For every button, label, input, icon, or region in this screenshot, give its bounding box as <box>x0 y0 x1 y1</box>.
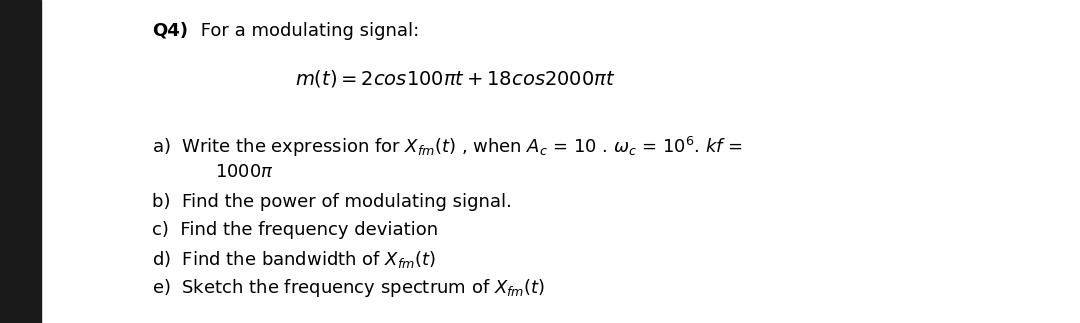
Text: c)  Find the frequency deviation: c) Find the frequency deviation <box>152 221 438 239</box>
Text: $1000\pi$: $1000\pi$ <box>215 163 274 181</box>
Text: a)  Write the expression for $X_{fm}(t)$ , when $A_c$ = 10 . $\omega_c$ = 10$^6$: a) Write the expression for $X_{fm}(t)$ … <box>152 135 743 159</box>
Text: b)  Find the power of modulating signal.: b) Find the power of modulating signal. <box>152 193 512 211</box>
Text: e)  Sketch the frequency spectrum of $X_{fm}(t)$: e) Sketch the frequency spectrum of $X_{… <box>152 277 545 299</box>
Text: Q4): Q4) <box>152 22 188 40</box>
Text: For a modulating signal:: For a modulating signal: <box>195 22 419 40</box>
Text: $m(t) = 2cos100\pi t + 18cos2000\pi t$: $m(t) = 2cos100\pi t + 18cos2000\pi t$ <box>295 68 616 89</box>
Text: d)  Find the bandwidth of $X_{fm}(t)$: d) Find the bandwidth of $X_{fm}(t)$ <box>152 249 436 270</box>
